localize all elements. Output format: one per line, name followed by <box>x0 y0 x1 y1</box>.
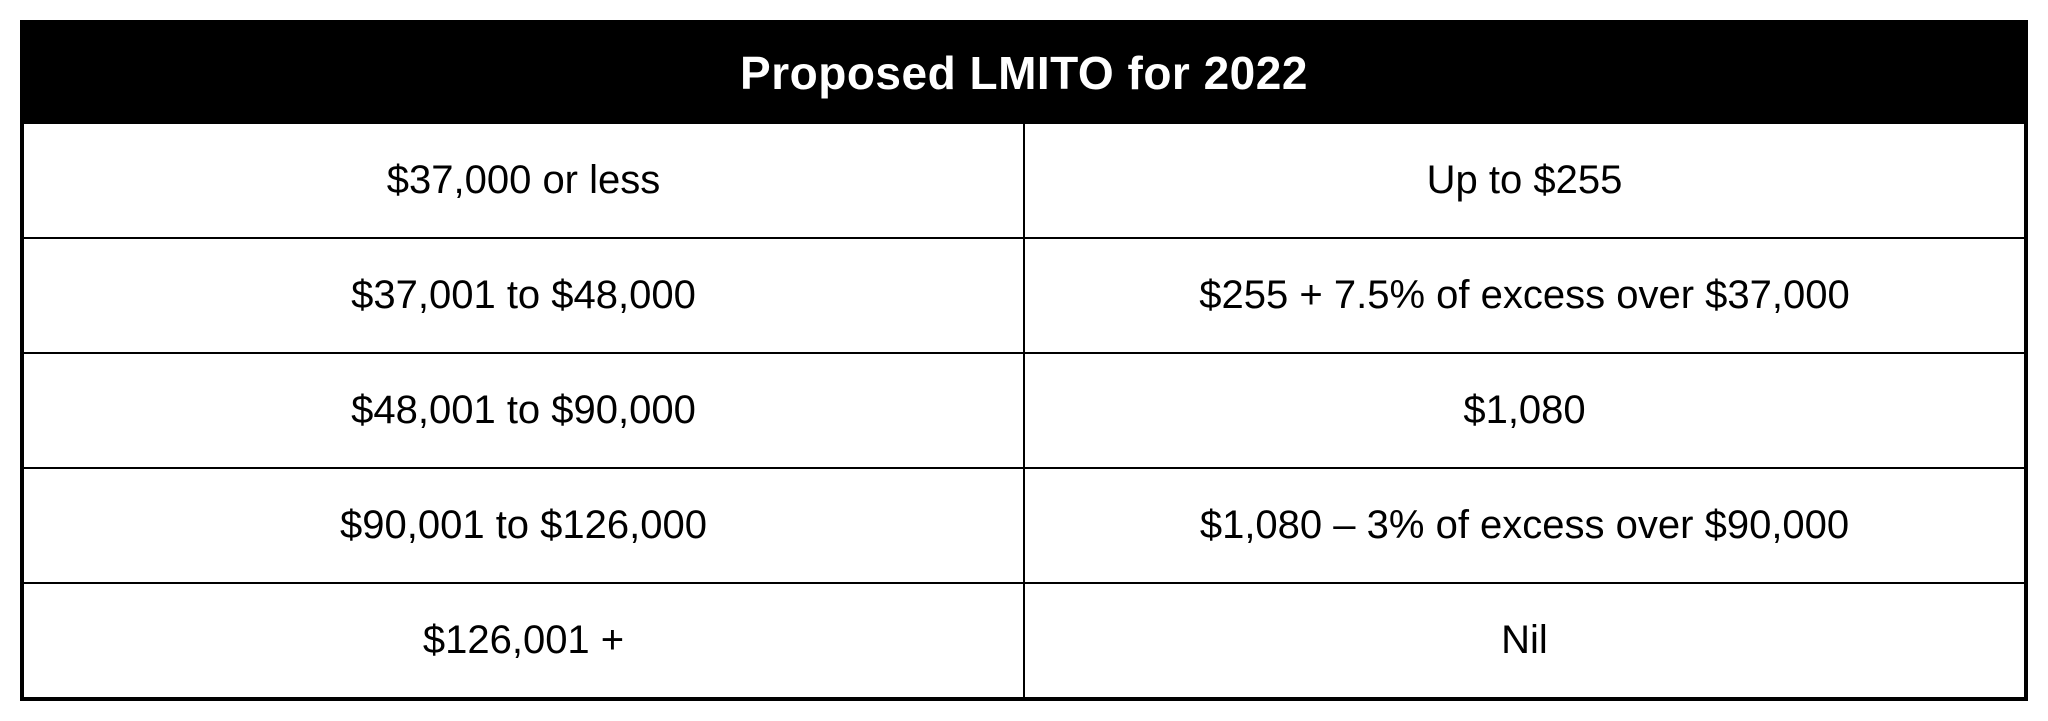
table-row: $37,000 or less Up to $255 <box>24 122 2024 237</box>
income-range-cell: $37,001 to $48,000 <box>24 239 1025 352</box>
table-row: $37,001 to $48,000 $255 + 7.5% of excess… <box>24 237 2024 352</box>
offset-amount-cell: Up to $255 <box>1025 124 2024 237</box>
table-row: $90,001 to $126,000 $1,080 – 3% of exces… <box>24 467 2024 582</box>
offset-amount-cell: Nil <box>1025 584 2024 697</box>
offset-amount-cell: $1,080 <box>1025 354 2024 467</box>
table-row: $48,001 to $90,000 $1,080 <box>24 352 2024 467</box>
table-row: $126,001 + Nil <box>24 582 2024 697</box>
income-range-cell: $90,001 to $126,000 <box>24 469 1025 582</box>
table-title: Proposed LMITO for 2022 <box>24 24 2024 122</box>
lmito-table: Proposed LMITO for 2022 $37,000 or less … <box>20 20 2028 701</box>
income-range-cell: $48,001 to $90,000 <box>24 354 1025 467</box>
offset-amount-cell: $255 + 7.5% of excess over $37,000 <box>1025 239 2024 352</box>
offset-amount-cell: $1,080 – 3% of excess over $90,000 <box>1025 469 2024 582</box>
income-range-cell: $37,000 or less <box>24 124 1025 237</box>
income-range-cell: $126,001 + <box>24 584 1025 697</box>
